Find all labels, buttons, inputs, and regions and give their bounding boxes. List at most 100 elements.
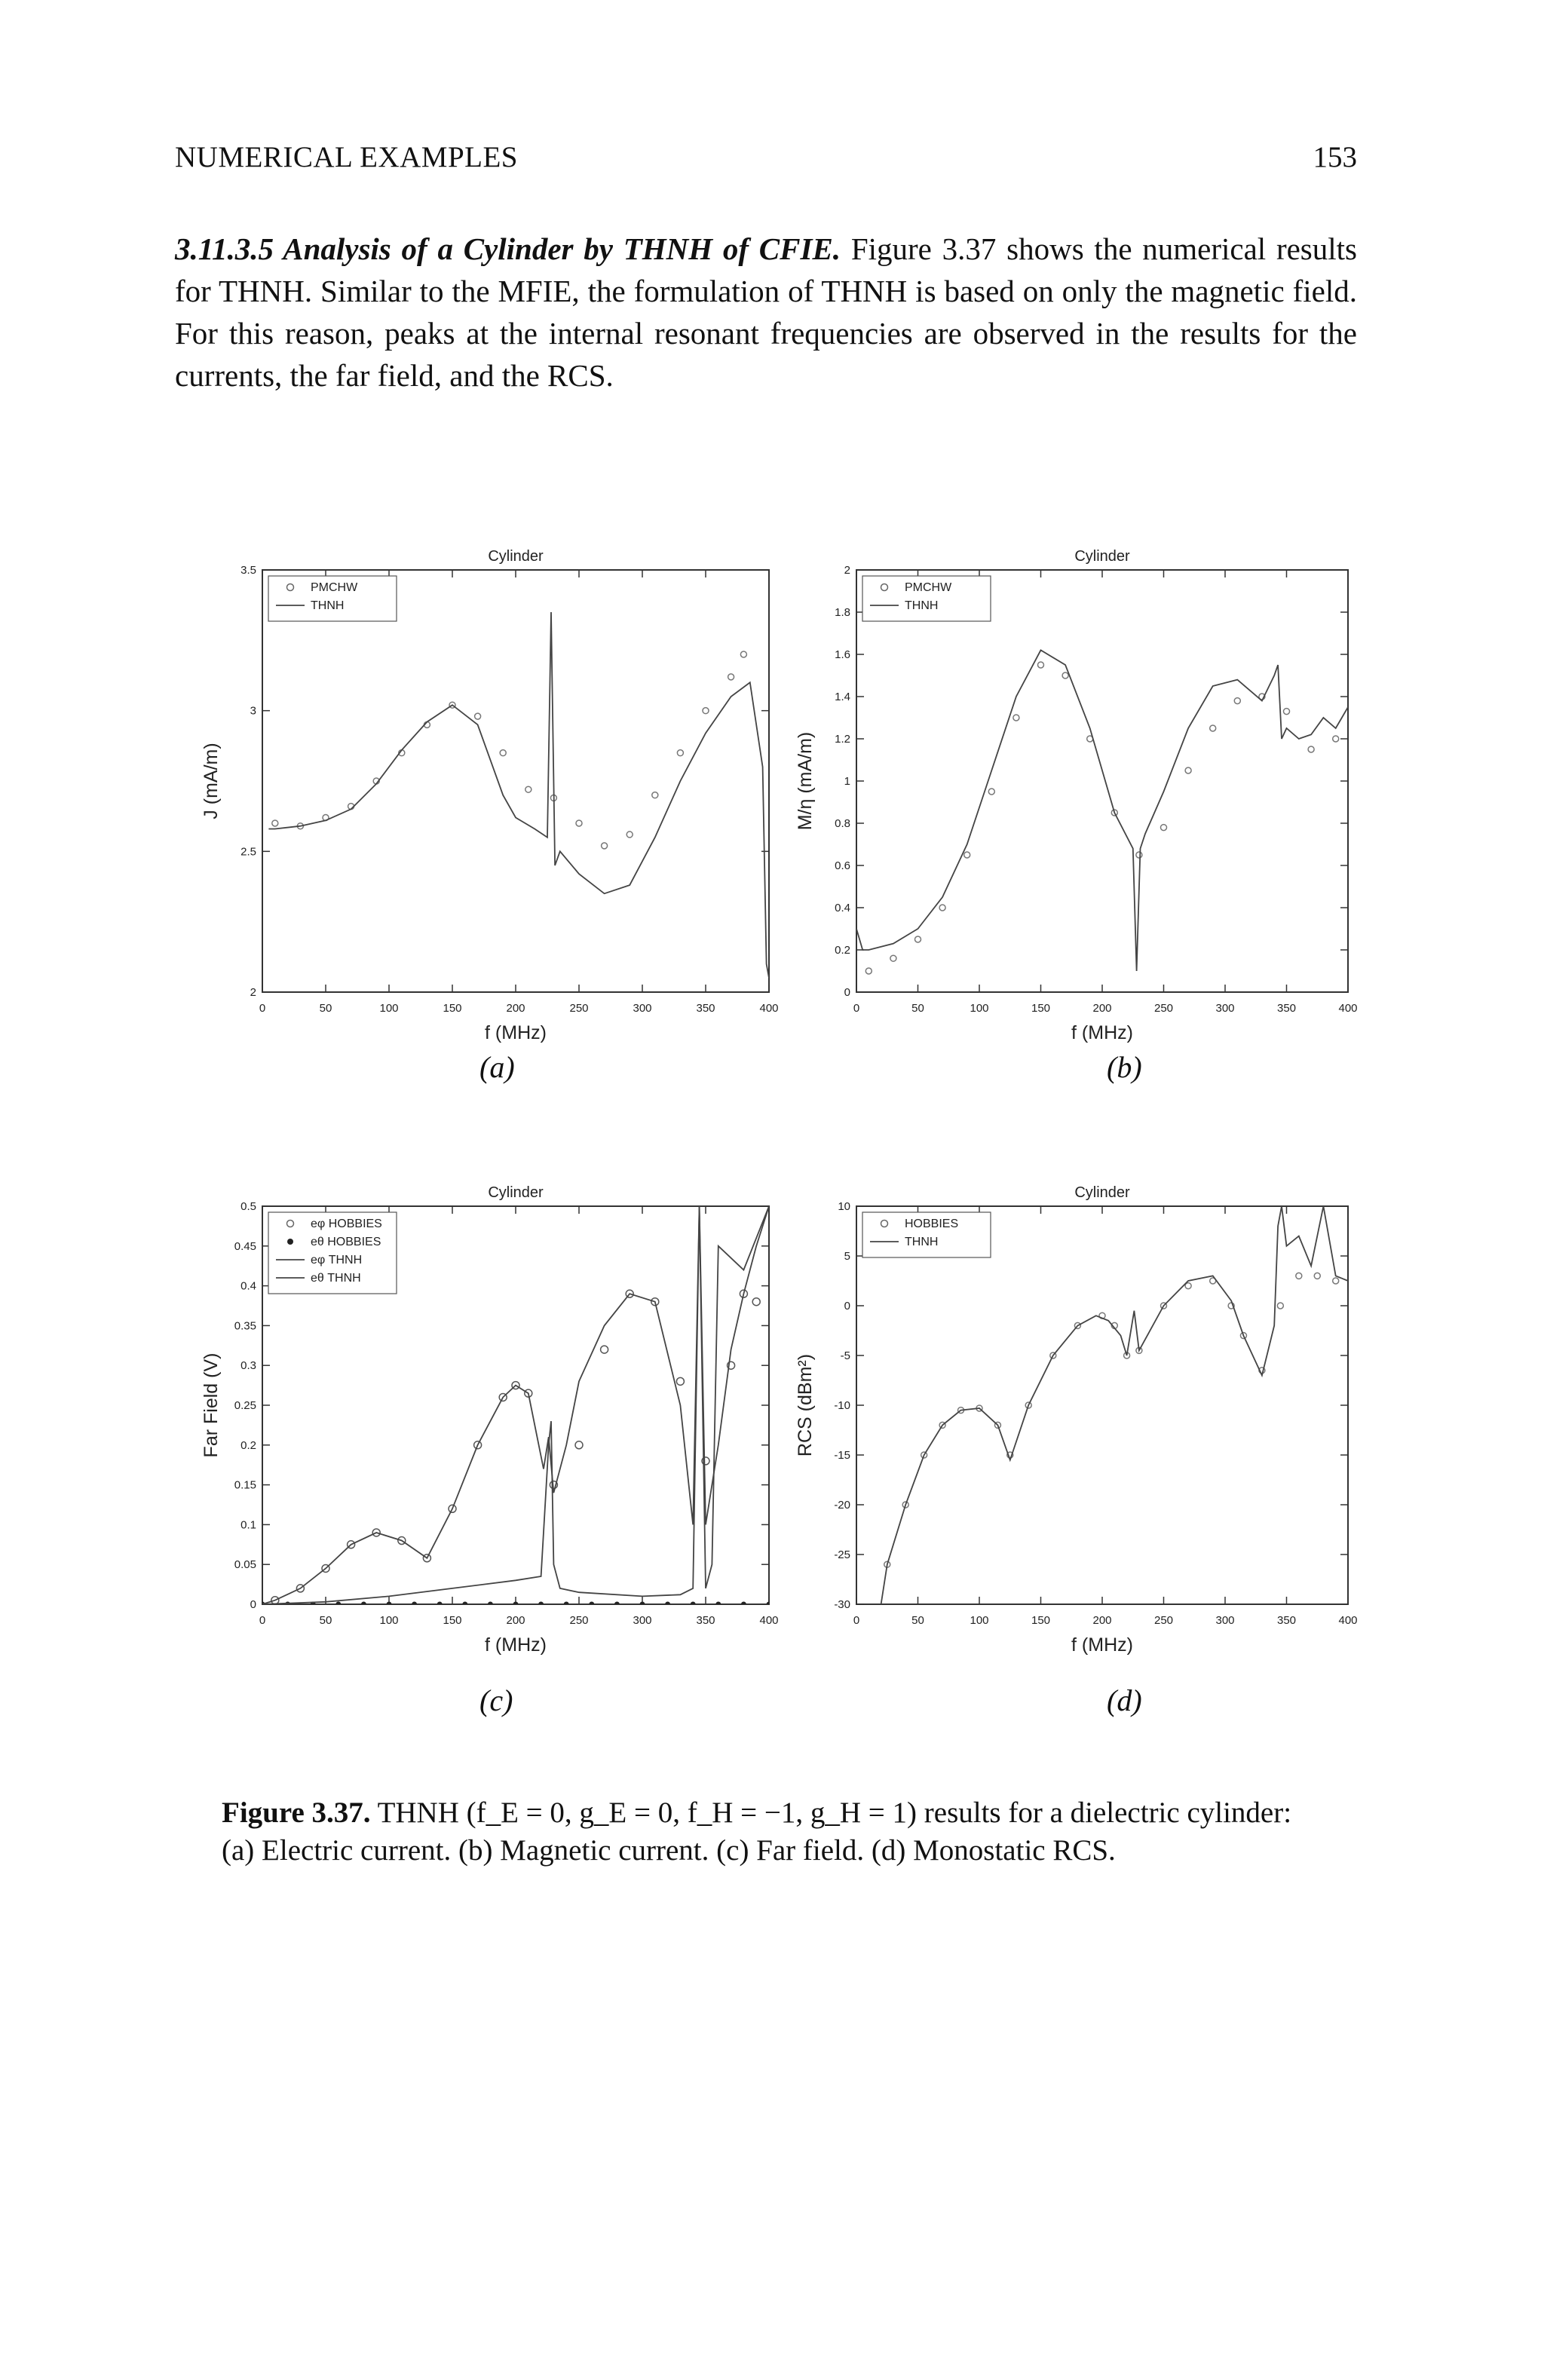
x-tick-label: 50 — [911, 1614, 924, 1627]
y-tick-label: 1.6 — [835, 648, 850, 661]
legend-label: THNH — [311, 599, 344, 612]
series-line — [268, 611, 769, 979]
legend-label: eθ HOBBIES — [311, 1236, 381, 1248]
x-tick-label: 0 — [853, 1002, 859, 1015]
x-tick-label: 200 — [506, 1614, 525, 1627]
y-tick-label: 1 — [844, 775, 850, 788]
y-tick-label: 1.8 — [835, 606, 850, 619]
data-point — [1062, 672, 1069, 679]
x-tick-label: 350 — [1277, 1002, 1296, 1015]
legend: PMCHW THNH — [268, 575, 397, 622]
y-axis-label: Far Field (V) — [201, 1353, 222, 1458]
data-point — [285, 1601, 291, 1604]
data-point — [914, 936, 922, 943]
legend-marker — [880, 1219, 889, 1228]
data-point — [499, 749, 507, 757]
y-tick-label: 1.2 — [835, 733, 850, 746]
data-point — [740, 1601, 746, 1604]
data-point — [766, 1601, 769, 1604]
x-tick-label: 400 — [759, 1614, 778, 1627]
legend: PMCHW THNH — [862, 575, 991, 622]
section-body: Figure 3.37 shows the numerical results … — [175, 231, 1357, 393]
y-tick-label: 3 — [250, 705, 256, 718]
legend-label: PMCHW — [905, 581, 952, 594]
data-point — [665, 1601, 671, 1604]
data-point — [1282, 707, 1291, 715]
data-point — [538, 1601, 544, 1604]
x-tick-label: 200 — [1092, 1002, 1111, 1015]
data-point — [1276, 1302, 1285, 1309]
x-axis-label: f (MHz) — [1071, 1022, 1133, 1043]
x-tick-label: 150 — [443, 1614, 461, 1627]
running-title: NUMERICAL EXAMPLES — [175, 141, 518, 173]
legend-marker — [286, 1219, 295, 1228]
y-tick-label: 0.4 — [835, 902, 850, 914]
data-point — [1331, 735, 1340, 743]
y-tick-label: 10 — [838, 1200, 850, 1213]
section-paragraph: 3.11.3.5 Analysis of a Cylinder by THNH … — [175, 228, 1357, 397]
figure-caption: Figure 3.37. THNH (f_E = 0, g_E = 0, f_H… — [222, 1794, 1322, 1870]
y-tick-label: 2.5 — [240, 845, 256, 858]
panel-label-b: (b) — [1107, 1050, 1142, 1084]
panel-label-c: (c) — [479, 1683, 513, 1717]
data-point — [1209, 724, 1217, 732]
x-tick-label: 200 — [506, 1002, 525, 1015]
data-point — [676, 749, 685, 757]
y-axis-label: RCS (dBm²) — [795, 1354, 816, 1456]
legend-label: eθ THNH — [311, 1272, 361, 1285]
series-eθ-thnh — [262, 1206, 769, 1604]
data-point — [639, 1601, 645, 1604]
data-point — [1184, 1282, 1192, 1290]
data-point — [651, 791, 659, 799]
data-point — [715, 1601, 721, 1604]
panel-label-a: (a) — [479, 1050, 515, 1084]
data-point — [1331, 1277, 1340, 1285]
plot-frame — [262, 569, 770, 993]
data-point — [473, 712, 482, 720]
y-tick-label: 5 — [844, 1250, 850, 1263]
figure-3-37: 0 50 100 150 200 250 300 350 40022.533.5Cylinder… — [201, 548, 1358, 1656]
chart-title: Cylinder — [488, 548, 544, 565]
data-point — [988, 788, 996, 795]
series-thnh — [856, 649, 1348, 972]
x-tick-label: 350 — [1277, 1614, 1296, 1627]
data-point — [271, 819, 279, 827]
x-tick-label: 300 — [1215, 1614, 1234, 1627]
data-point — [437, 1601, 443, 1604]
data-point — [1307, 746, 1315, 753]
y-tick-label: 0.45 — [234, 1240, 256, 1253]
x-tick-label: 0 — [853, 1614, 859, 1627]
data-point — [1295, 1272, 1303, 1280]
data-point — [963, 851, 971, 859]
x-tick-label: 100 — [379, 1614, 398, 1627]
x-axis-label: f (MHz) — [485, 1022, 547, 1043]
data-point — [599, 1345, 609, 1354]
data-point — [1037, 661, 1045, 669]
x-tick-label: 400 — [1338, 1614, 1357, 1627]
y-tick-label: 0.3 — [240, 1359, 256, 1372]
data-point — [890, 954, 897, 962]
x-axis-label: f (MHz) — [1071, 1634, 1133, 1656]
y-tick-label: 0.8 — [835, 817, 850, 830]
legend-label: THNH — [905, 599, 938, 612]
y-tick-label: 0.05 — [234, 1558, 256, 1571]
y-tick-label: -30 — [834, 1598, 850, 1611]
chart-title: Cylinder — [488, 1184, 544, 1201]
x-axis-label: f (MHz) — [485, 1634, 547, 1656]
x-tick-label: 50 — [320, 1002, 332, 1015]
y-tick-label: 2 — [250, 986, 256, 999]
y-tick-label: 2 — [844, 564, 850, 577]
data-point — [690, 1601, 696, 1604]
x-tick-label: 300 — [633, 1002, 651, 1015]
y-tick-label: 0.6 — [835, 859, 850, 872]
y-tick-label: 0.2 — [240, 1439, 256, 1452]
data-point — [575, 819, 583, 827]
y-tick-label: -10 — [834, 1399, 850, 1412]
data-point — [1012, 714, 1020, 721]
series-pmchw — [865, 661, 1340, 975]
series-pmchw — [271, 651, 748, 850]
data-point — [939, 904, 946, 911]
data-point — [1160, 823, 1168, 832]
x-tick-label: 200 — [1092, 1614, 1111, 1627]
y-axis-label: J (mA/m) — [201, 743, 222, 819]
